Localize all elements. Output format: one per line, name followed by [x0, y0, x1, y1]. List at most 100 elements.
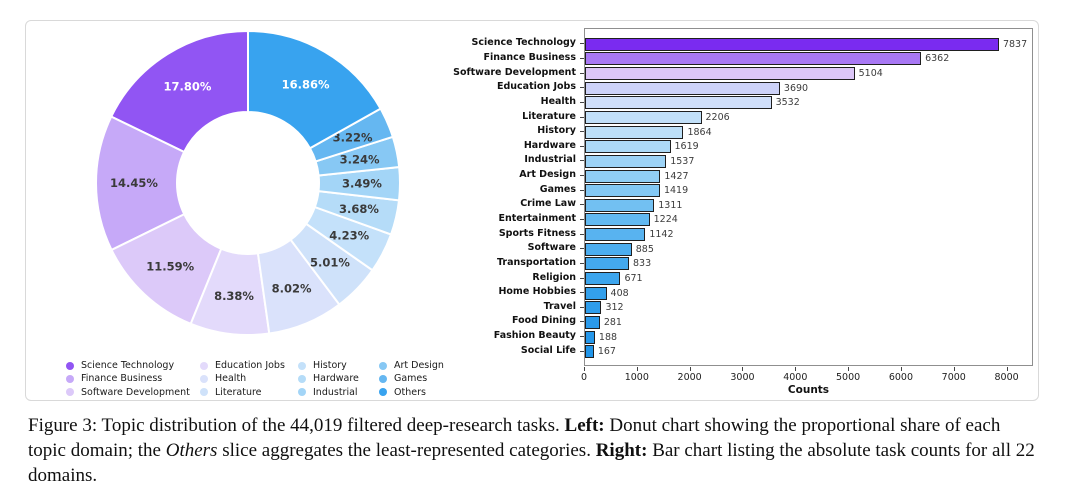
legend-item-literature: Literature: [200, 386, 298, 399]
bar-literature: [585, 111, 702, 124]
bar-food-dining: [585, 315, 600, 329]
bar-value-label: 281: [603, 316, 622, 328]
bar-category-label: Software Development: [453, 66, 576, 78]
donut-slice-percentage: 8.38%: [214, 289, 254, 303]
bar-value-label: 312: [605, 302, 624, 314]
legend-label: Games: [394, 373, 428, 385]
legend-item-education-jobs: Education Jobs: [200, 359, 298, 372]
bar-category-label: Science Technology: [471, 37, 576, 49]
bar-category-label: Food Dining: [512, 315, 576, 327]
donut-legend: Science Technology Finance Business Softwa…: [66, 359, 444, 399]
bar-category-label: Crime Law: [520, 198, 576, 210]
bar-value-label: 1427: [664, 170, 689, 182]
y-tick-mark: [580, 321, 584, 323]
bar-value-label: 1311: [658, 199, 683, 211]
bar-category-label: Hardware: [523, 139, 576, 151]
donut-slice-percentage: 14.45%: [110, 176, 158, 190]
legend-column: Education Jobs Health Literature: [200, 359, 298, 399]
bar-sports-fitness: [585, 228, 646, 242]
bar-category-label: Health: [540, 95, 576, 107]
y-tick-mark: [580, 57, 584, 59]
legend-label: Science Technology: [81, 360, 175, 372]
bar-value-label: 1224: [653, 214, 678, 226]
legend-label: Literature: [215, 386, 262, 398]
legend-item-others: Others: [379, 386, 444, 399]
legend-item-health: Health: [200, 372, 298, 385]
bar-category-label: Travel: [543, 300, 576, 312]
x-tick-mark: [636, 367, 638, 371]
bar-category-label: Education Jobs: [496, 81, 576, 93]
bar-value-label: 671: [624, 273, 643, 284]
bar-value-label: 833: [633, 258, 652, 270]
legend-dot-icon: [379, 388, 387, 397]
legend-label: Art Design: [394, 360, 444, 372]
bar-games: [585, 184, 660, 198]
bar-category-label: Sports Fitness: [498, 227, 576, 239]
legend-label: Health: [215, 373, 247, 385]
caption-segment: Figure 3: Topic distribution of the 44,0…: [28, 415, 565, 436]
bar-category-label: Games: [539, 183, 576, 195]
legend-dot-icon: [298, 388, 306, 397]
y-tick-mark: [580, 145, 584, 147]
x-tick-mark: [795, 367, 797, 371]
bar-category-label: Entertainment: [498, 212, 576, 224]
legend-column: Science Technology Finance Business Softwa…: [66, 359, 200, 399]
bar-value-label: 885: [635, 243, 654, 255]
caption-segment: Bar chart listing the absolute task coun…: [28, 440, 1035, 486]
legend-dot-icon: [66, 388, 74, 397]
donut-slice-science-technology: [109, 29, 249, 154]
x-tick-mark: [848, 367, 850, 371]
x-tick-mark: [584, 367, 585, 371]
donut-chart: 17.80% 14.45% 11.59% 8.38% 8.02% 5.01% 4.23% 3.…: [95, 29, 401, 336]
donut-slice-percentage: 5.01%: [310, 255, 350, 269]
x-tick-mark: [900, 367, 902, 371]
y-tick-mark: [580, 292, 584, 294]
y-tick-mark: [580, 160, 584, 162]
figure-caption: Figure 3: Topic distribution of the 44,0…: [28, 413, 1042, 488]
donut-slice-percentage: 16.86%: [282, 78, 330, 92]
bar-value-label: 167: [597, 346, 616, 358]
y-tick-mark: [580, 306, 584, 308]
bar-xaxis-label: Counts: [787, 384, 830, 396]
legend-label: Hardware: [313, 373, 359, 385]
bar-value-label: 3532: [775, 97, 800, 109]
donut-slice-percentage: 8.02%: [272, 281, 312, 295]
bar-software-development: [585, 67, 855, 81]
caption-segment: Donut chart showing the proportional sha…: [28, 415, 1001, 461]
caption-segment: slice aggregates the least-represented c…: [217, 440, 596, 461]
bar-category-label: Literature: [522, 110, 576, 122]
x-tick-mark: [1006, 367, 1008, 371]
bar-value-label: 2206: [705, 112, 730, 123]
bar-hardware: [585, 140, 671, 154]
bar-religion: [585, 272, 621, 285]
bar-entertainment: [585, 213, 650, 227]
y-tick-mark: [580, 262, 584, 264]
bar-history: [585, 125, 684, 139]
bar-category-label: Fashion Beauty: [493, 330, 576, 342]
legend-item-art-design: Art Design: [379, 359, 444, 372]
y-tick-mark: [580, 204, 584, 206]
y-tick-mark: [580, 175, 584, 177]
x-tick-label: 3000: [730, 372, 755, 383]
donut-slice-percentage: 3.22%: [333, 131, 373, 145]
legend-dot-icon: [200, 374, 208, 383]
caption-segment: Right:: [595, 440, 648, 461]
bar-value-label: 1619: [674, 141, 699, 153]
y-tick-mark: [580, 189, 584, 191]
x-tick-label: 8000: [994, 372, 1019, 383]
y-tick-mark: [580, 336, 584, 338]
legend-item-finance-business: Finance Business: [66, 372, 200, 385]
bar-software: [585, 242, 632, 256]
x-tick-label: 6000: [888, 372, 914, 383]
bar-plot-area: 7837 6362 5104 3690 3532 2206 1864 1619 1537 1427…: [584, 28, 1033, 366]
bar-category-label: Software: [527, 242, 576, 254]
legend-column: History Hardware Industrial: [298, 359, 379, 399]
donut-slice-percentage: 3.68%: [339, 202, 379, 216]
y-tick-mark: [580, 248, 584, 250]
bar-value-label: 3690: [783, 82, 809, 94]
bar-health: [585, 96, 772, 110]
legend-item-hardware: Hardware: [298, 372, 379, 385]
y-tick-mark: [580, 218, 584, 220]
legend-dot-icon: [66, 374, 74, 383]
bar-fashion-beauty: [585, 330, 595, 344]
